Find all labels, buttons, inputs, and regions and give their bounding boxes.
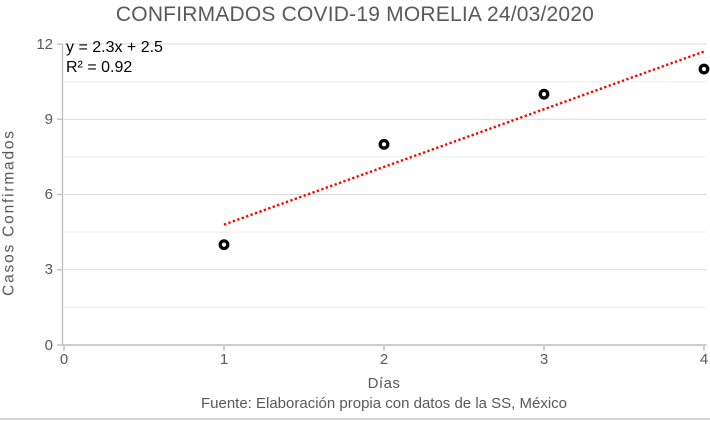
x-axis-title: Días xyxy=(367,375,401,392)
data-point xyxy=(538,88,550,100)
y-tick-label: 12 xyxy=(36,35,53,53)
bottom-border-line xyxy=(0,418,710,420)
data-point xyxy=(378,138,390,150)
equation-line: y = 2.3x + 2.5 xyxy=(66,39,163,56)
y-tick-label: 9 xyxy=(44,110,53,128)
source-caption: Fuente: Elaboración propia con datos de … xyxy=(200,395,568,412)
r-squared-line: R² = 0.92 xyxy=(66,59,133,76)
x-tick-label: 0 xyxy=(59,351,69,368)
trendline xyxy=(223,50,705,226)
x-tick-label: 3 xyxy=(539,351,549,368)
y-tick-label: 0 xyxy=(44,336,53,354)
data-point xyxy=(698,63,710,75)
x-tick-label: 4 xyxy=(699,351,709,368)
trendline-equation-label: y = 2.3x + 2.5 R² = 0.92 xyxy=(66,38,163,78)
y-tick-label: 6 xyxy=(44,186,53,203)
data-point xyxy=(218,239,230,251)
chart-title: CONFIRMADOS COVID-19 MORELIA 24/03/2020 xyxy=(115,3,595,26)
x-tick-label: 1 xyxy=(219,351,229,368)
y-tick-label: 3 xyxy=(44,261,53,279)
x-tick-label: 2 xyxy=(379,351,389,368)
y-axis-title: Casos Confirmados xyxy=(0,129,18,296)
